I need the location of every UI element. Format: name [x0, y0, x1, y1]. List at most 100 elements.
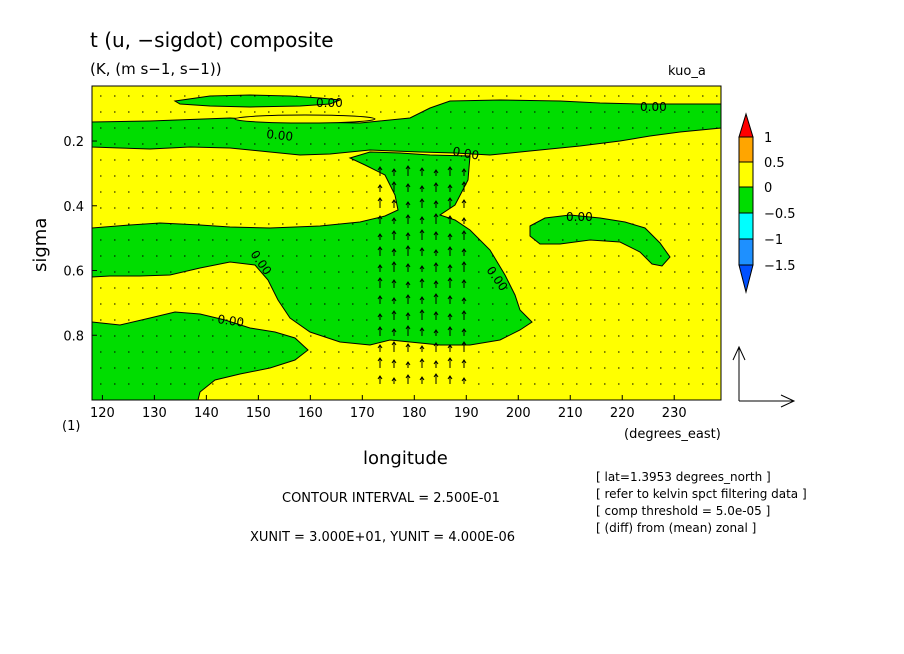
x-tick-label: 200: [506, 406, 531, 421]
wind-vector-head: [419, 278, 425, 283]
wind-vector-head: [461, 341, 467, 346]
x-unit-label: (degrees_east): [624, 427, 721, 442]
wind-vector-head: [405, 232, 411, 237]
y-tick-label: 0.8: [63, 329, 84, 344]
x-tick-label: 230: [662, 406, 687, 421]
wind-vector-head: [447, 313, 453, 318]
colorbar-swatch: [738, 212, 754, 240]
wind-vector-head: [433, 213, 439, 218]
y-tick-label: 0.2: [63, 135, 84, 150]
colorbar-label: −1.5: [764, 259, 796, 274]
wind-vector-head: [377, 326, 383, 331]
x-axis: 120 130 140 150 160 170 180 190 200 210 220 230: [90, 395, 687, 421]
wind-vector-head: [461, 297, 467, 302]
contour-interval: CONTOUR INTERVAL = 2.500E-01: [282, 491, 500, 506]
wind-vector-head: [377, 246, 383, 251]
wind-vector-head: [433, 329, 439, 334]
wind-vector-head: [377, 184, 383, 189]
wind-vector-head: [433, 169, 439, 174]
x-axis-label: longitude: [363, 448, 448, 469]
y-axis: 0.2 0.4 0.6 0.8: [63, 135, 97, 344]
wind-vector-head: [433, 249, 439, 254]
colorbar-bottom-triangle: [738, 264, 754, 294]
wind-vector-head: [377, 233, 383, 238]
wind-vector-head: [447, 295, 453, 300]
wind-vector-head: [377, 166, 383, 171]
negative-region-bottom-left: [91, 311, 309, 401]
wind-vector-head: [391, 230, 397, 235]
wind-vector-head: [405, 201, 411, 206]
wind-vector-head: [405, 281, 411, 286]
wind-vector-head: [419, 327, 425, 332]
wind-vector-head: [377, 313, 383, 318]
wind-vector-head: [391, 199, 397, 204]
wind-vector-head: [461, 168, 467, 173]
x-tick-label: 210: [558, 406, 583, 421]
wind-vector-head: [447, 246, 453, 251]
wind-vector-head: [433, 280, 439, 285]
wind-vector-head: [447, 184, 453, 189]
wind-vector-head: [433, 373, 439, 378]
wind-vector-head: [391, 377, 397, 382]
wind-vector-head: [447, 215, 453, 220]
wind-vector-head: [447, 375, 453, 380]
wind-vector-head: [433, 262, 439, 267]
wind-vector-head: [433, 342, 439, 347]
wind-vector-head: [447, 197, 453, 202]
wind-vector-head: [461, 248, 467, 253]
info-line: [ (diff) from (mean) zonal ]: [596, 521, 756, 535]
wind-vector-head: [391, 248, 397, 253]
wind-vector-head: [419, 185, 425, 190]
x-tick-label: 160: [298, 406, 323, 421]
colorbar-label: 1: [764, 131, 772, 146]
y-axis-label: sigma: [30, 218, 51, 272]
colorbar-swatch: [738, 136, 754, 163]
wind-vector-head: [461, 377, 467, 382]
colorbar-swatch: [738, 186, 754, 214]
wind-vector-head: [461, 328, 467, 333]
wind-vector-head: [461, 261, 467, 266]
wind-vector-head: [405, 214, 411, 219]
wind-vector-head: [461, 217, 467, 222]
colorbar: 1 0.5 0 −0.5 −1 −1.5: [738, 112, 796, 294]
wind-vector-head: [419, 358, 425, 363]
chart-title: t (u, −sigdot) composite: [90, 28, 334, 52]
plot-frame: [91, 85, 722, 401]
info-line: [ refer to kelvin spct filtering data ]: [596, 487, 807, 501]
wind-vector-head: [377, 215, 383, 220]
wind-vector-head: [433, 200, 439, 205]
colorbar-label: −1: [764, 233, 783, 248]
unit-scale: XUNIT = 3.000E+01, YUNIT = 4.000E-06: [250, 530, 515, 545]
contour-label: 0.00: [266, 127, 294, 144]
wind-vector-head: [461, 279, 467, 284]
wind-vector-head: [461, 310, 467, 315]
wind-vector-head: [405, 374, 411, 379]
wind-vector-head: [447, 264, 453, 269]
wind-vector-head: [377, 264, 383, 269]
wind-vector-head: [419, 296, 425, 301]
x-tick-label: 120: [90, 406, 115, 421]
wind-vector-head: [391, 328, 397, 333]
wind-vector-head: [433, 360, 439, 365]
wind-vectors: [100, 95, 718, 385]
wind-vector-head: [405, 361, 411, 366]
x-tick-label: 150: [246, 406, 271, 421]
wind-vector-head: [405, 343, 411, 348]
wind-vector-head: [433, 231, 439, 236]
wind-vector-head: [447, 357, 453, 362]
wind-vector-head: [419, 198, 425, 203]
x-tick-label: 130: [142, 406, 167, 421]
wind-vector-head: [419, 265, 425, 270]
colorbar-swatch: [738, 238, 754, 266]
wind-vector-head: [391, 261, 397, 266]
wind-vector-head: [405, 165, 411, 170]
wind-vector-head: [419, 376, 425, 381]
colorbar-swatch: [738, 161, 754, 188]
wind-vector-head: [405, 263, 411, 268]
tag-label: kuo_a: [668, 64, 706, 79]
wind-vector-head: [391, 217, 397, 222]
contour-label: 0.00: [316, 96, 343, 110]
negative-region-top-band: [91, 99, 722, 156]
contour-label: 0.00: [217, 312, 245, 330]
